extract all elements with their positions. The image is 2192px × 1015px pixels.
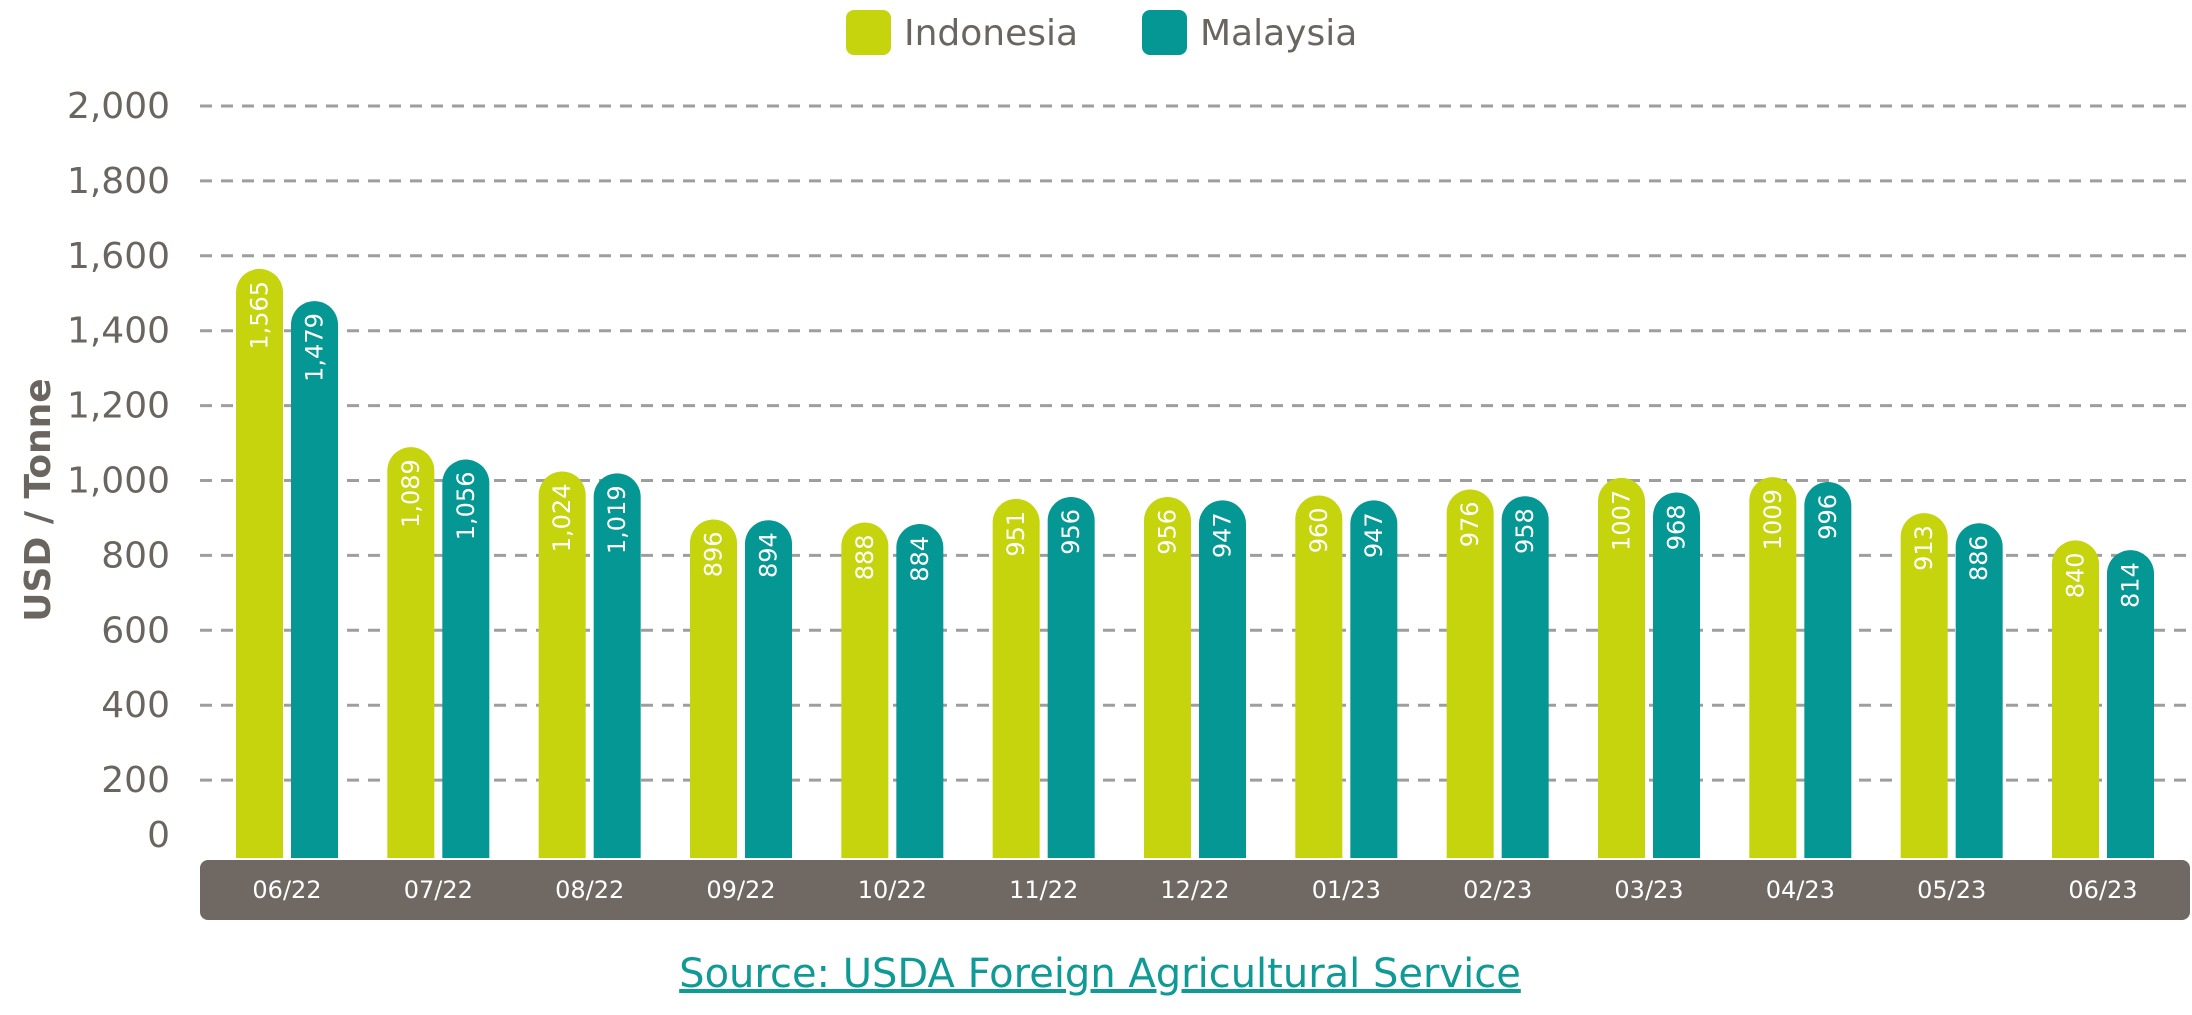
x-tick-label: 06/22 — [252, 876, 321, 904]
bar-data-label: 913 — [1910, 525, 1938, 571]
bar-data-label: 1,565 — [246, 281, 274, 350]
y-tick-label: 1,000 — [67, 461, 170, 502]
bar-data-label: 894 — [755, 532, 783, 578]
bar-data-label: 1009 — [1759, 489, 1787, 550]
y-tick-label: 800 — [101, 535, 170, 576]
y-axis-ticks: 0 200 400 600 800 1,000 1,200 1,400 1,600 1,800 2,… — [67, 86, 170, 856]
bar-indonesia-04-23 — [1749, 477, 1797, 858]
bar-indonesia-02-23 — [1446, 489, 1494, 858]
x-tick-label: 11/22 — [1009, 876, 1078, 904]
bar-malaysia-12-22 — [1199, 500, 1246, 858]
gridlines — [200, 104, 2190, 782]
bar-data-label: 956 — [1057, 509, 1085, 555]
bar-indonesia-10-22 — [841, 522, 889, 858]
bar-data-label: 884 — [906, 536, 934, 582]
bar-malaysia-10-22 — [896, 523, 944, 858]
bar-indonesia-09-22 — [690, 519, 737, 858]
bar-malaysia-06-22 — [291, 301, 338, 858]
bars: 1,565 1,479 1,089 1,056 1,024 1,019 896 894 888 8… — [236, 268, 2154, 859]
bar-indonesia-08-22 — [538, 471, 586, 858]
y-tick-label: 1,600 — [67, 236, 170, 277]
bar-malaysia-08-22 — [593, 473, 641, 858]
y-tick-label: 400 — [101, 685, 170, 726]
bar-indonesia-12-22 — [1144, 496, 1191, 858]
bar-indonesia-05-23 — [1900, 513, 1948, 858]
category-band — [200, 860, 2190, 920]
bar-data-label: 1,479 — [301, 313, 329, 382]
x-tick-label: 07/22 — [404, 876, 473, 904]
bar-malaysia-11-22 — [1047, 496, 1095, 858]
x-tick-label: 09/22 — [706, 876, 775, 904]
bar-data-label: 1,089 — [397, 459, 425, 528]
bar-malaysia-07-22 — [442, 459, 490, 858]
x-tick-label: 08/22 — [555, 876, 624, 904]
x-tick-label: 12/22 — [1160, 876, 1229, 904]
legend-swatch-malaysia — [1142, 10, 1187, 55]
bar-data-label: 888 — [851, 534, 879, 580]
x-tick-label: 02/23 — [1463, 876, 1532, 904]
x-tick-label: 04/23 — [1766, 876, 1835, 904]
x-tick-label: 10/22 — [858, 876, 927, 904]
y-tick-label: 0 — [147, 815, 170, 856]
bar-malaysia-06-23 — [2107, 550, 2154, 858]
y-tick-label: 2,000 — [67, 86, 170, 127]
x-tick-label: 05/23 — [1917, 876, 1986, 904]
bar-data-label: 947 — [1360, 512, 1388, 558]
bar-data-label: 814 — [2117, 562, 2145, 608]
bar-indonesia-07-22 — [387, 447, 435, 858]
x-tick-label: 06/23 — [2068, 876, 2137, 904]
bar-data-label: 1,056 — [452, 472, 480, 541]
y-tick-label: 200 — [101, 760, 170, 801]
bar-data-label: 960 — [1305, 507, 1333, 553]
bar-data-label: 951 — [1002, 511, 1030, 557]
source-link[interactable]: Source: USDA Foreign Agricultural Servic… — [679, 951, 1521, 997]
y-tick-label: 600 — [101, 610, 170, 651]
bar-data-label: 958 — [1511, 508, 1539, 554]
bar-data-label: 896 — [700, 531, 728, 577]
legend: Indonesia Malaysia — [846, 10, 1357, 55]
bar-data-label: 996 — [1814, 494, 1842, 540]
bar-indonesia-11-22 — [992, 498, 1040, 858]
bar-data-label: 976 — [1456, 501, 1484, 547]
bar-data-label: 840 — [2062, 552, 2090, 598]
bar-malaysia-02-23 — [1501, 496, 1549, 858]
bar-data-label: 1007 — [1608, 490, 1636, 551]
y-tick-label: 1,200 — [67, 386, 170, 427]
x-tick-label: 03/23 — [1614, 876, 1683, 904]
bar-malaysia-01-23 — [1350, 500, 1398, 858]
category-labels: 06/22 07/22 08/22 09/22 10/22 11/22 12/22 01/23… — [252, 876, 2137, 904]
legend-label-indonesia: Indonesia — [904, 13, 1078, 54]
bar-data-label: 947 — [1209, 512, 1237, 558]
bar-malaysia-09-22 — [745, 520, 792, 858]
bar-data-label: 886 — [1965, 535, 1993, 581]
y-tick-label: 1,800 — [67, 161, 170, 202]
bar-indonesia-06-22 — [236, 268, 283, 859]
bar-data-label: 1,024 — [548, 484, 576, 553]
legend-label-malaysia: Malaysia — [1200, 13, 1357, 54]
bar-data-label: 1,019 — [603, 485, 631, 554]
bar-malaysia-04-23 — [1804, 481, 1852, 858]
x-tick-label: 01/23 — [1312, 876, 1381, 904]
y-tick-label: 1,400 — [67, 311, 170, 352]
bar-data-label: 956 — [1154, 509, 1182, 555]
bar-data-label: 968 — [1663, 504, 1691, 550]
bar-indonesia-03-23 — [1598, 477, 1645, 858]
bar-indonesia-01-23 — [1295, 495, 1343, 858]
y-axis-title: USD / Tonne — [18, 378, 59, 621]
legend-swatch-indonesia — [846, 10, 891, 55]
bar-malaysia-03-23 — [1653, 492, 1700, 858]
bar-indonesia-06-23 — [2052, 540, 2099, 858]
bar-malaysia-05-23 — [1955, 523, 2003, 858]
